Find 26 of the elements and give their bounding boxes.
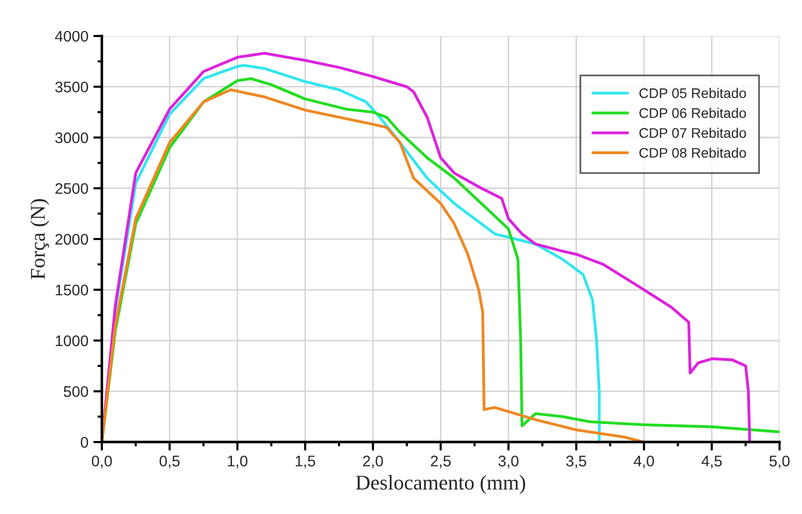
x-tick-label: 0,0 <box>92 456 112 468</box>
x-tick-label: 4,5 <box>702 456 722 468</box>
y-tick-label: 0 <box>80 436 88 448</box>
legend-label: CDP 06 Rebitado <box>639 108 746 118</box>
x-axis-title: Deslocamento (mm) <box>356 475 526 494</box>
x-tick-label: 1,5 <box>296 456 316 468</box>
legend-label: CDP 07 Rebitado <box>639 128 746 138</box>
legend-label: CDP 08 Rebitado <box>639 148 746 158</box>
y-tick-label: 1500 <box>56 284 88 296</box>
x-tick-label: 5,0 <box>770 456 790 468</box>
y-tick-label: 1000 <box>56 335 88 346</box>
x-tick-label: 4,0 <box>634 456 654 468</box>
y-tick-label: 3000 <box>55 132 88 144</box>
x-tick-label: 1,0 <box>228 456 248 468</box>
y-tick-label: 2000 <box>55 234 88 245</box>
y-tick-label: 2500 <box>55 183 88 194</box>
x-tick-label: 3,5 <box>566 456 586 468</box>
x-tick-label: 0,5 <box>160 456 180 468</box>
x-tick-label: 3,0 <box>498 456 518 468</box>
y-axis-title: Força (N) <box>30 199 50 280</box>
x-tick-label: 2,5 <box>430 456 451 468</box>
legend-label: CDP 05 Rebitado <box>639 88 746 98</box>
y-tick-label: 500 <box>64 386 88 397</box>
x-tick-label: 2,0 <box>363 456 383 468</box>
y-tick-label: 4000 <box>55 30 88 42</box>
y-tick-label: 3500 <box>55 82 88 92</box>
